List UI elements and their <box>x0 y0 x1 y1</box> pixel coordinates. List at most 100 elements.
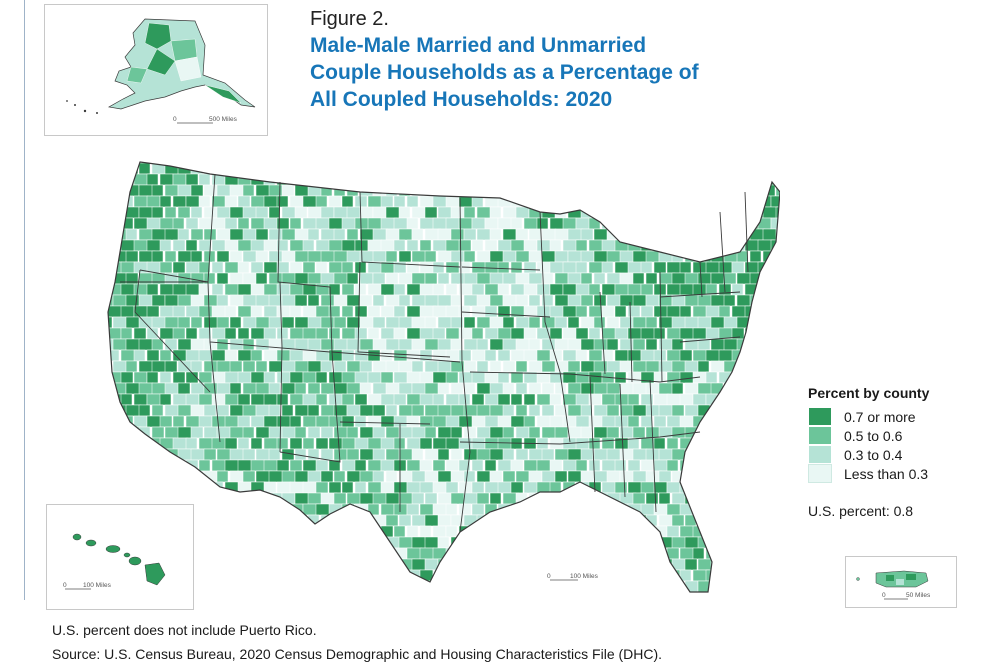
county-cell <box>112 492 130 505</box>
county-cell <box>346 558 361 571</box>
county-cell <box>775 184 780 197</box>
county-cell <box>554 492 572 505</box>
county-cell <box>419 173 433 186</box>
county-cell <box>276 459 290 472</box>
county-cell <box>203 558 218 571</box>
county-cell <box>198 415 213 428</box>
county-cell <box>237 525 250 538</box>
county-cell <box>484 217 499 230</box>
left-frame-line <box>24 0 25 600</box>
county-cell <box>632 426 646 439</box>
county-cell <box>614 173 631 186</box>
county-cell <box>645 316 658 329</box>
county-cell <box>684 228 697 241</box>
county-cell <box>580 580 594 592</box>
county-cell <box>112 448 130 461</box>
county-cell <box>243 603 258 614</box>
county-cell <box>575 525 588 538</box>
county-cell <box>216 470 229 483</box>
county-cell <box>177 382 191 395</box>
county-cell <box>125 228 138 241</box>
county-cell <box>437 514 452 527</box>
county-cell <box>268 492 283 505</box>
county-cell <box>320 316 335 329</box>
county-cell <box>536 162 550 164</box>
county-cell <box>108 426 113 439</box>
county-cell <box>333 338 349 351</box>
county-cell <box>489 338 504 351</box>
county-cell <box>333 492 347 505</box>
county-cell <box>445 591 462 592</box>
county-cell <box>255 536 272 549</box>
county-cell <box>762 162 776 175</box>
county-cell <box>146 371 159 384</box>
county-cell <box>744 591 757 592</box>
county-cell <box>762 294 779 307</box>
county-cell <box>601 283 616 296</box>
county-cell <box>575 162 593 164</box>
county-cell <box>601 327 617 340</box>
title-line-3: All Coupled Households: 2020 <box>310 88 613 111</box>
county-cell <box>593 536 607 549</box>
county-cell <box>112 470 130 483</box>
county-cell <box>710 404 724 417</box>
legend-swatch-lightest <box>808 464 832 483</box>
county-cell <box>757 371 772 384</box>
county-cell <box>354 173 369 186</box>
county-cell <box>515 448 529 461</box>
county-cell <box>679 371 695 384</box>
county-cell <box>679 349 693 362</box>
county-cell <box>723 338 739 351</box>
county-cell <box>216 382 232 395</box>
county-cell <box>744 305 760 318</box>
county-cell <box>757 437 774 450</box>
county-cell <box>510 503 523 516</box>
county-cell <box>549 327 563 340</box>
county-cell <box>762 382 775 395</box>
legend-swatch-dark <box>808 407 832 426</box>
county-cell <box>471 525 485 538</box>
county-cell <box>151 404 164 417</box>
county-cell <box>138 382 154 395</box>
county-cell <box>489 492 502 505</box>
county-cell <box>619 558 633 571</box>
county-cell <box>346 470 361 483</box>
county-cell <box>463 426 477 439</box>
county-cell <box>666 283 682 296</box>
county-cell <box>770 481 780 494</box>
county-cell <box>528 360 543 373</box>
county-cell <box>588 239 604 252</box>
county-cell <box>320 360 333 373</box>
county-cell <box>380 162 394 164</box>
county-cell <box>770 503 780 516</box>
county-cell <box>575 547 589 560</box>
county-cell <box>775 272 780 285</box>
county-cell <box>614 239 630 252</box>
county-cell <box>645 250 660 263</box>
county-cell <box>224 547 237 560</box>
county-cell <box>627 195 644 208</box>
county-cell <box>302 217 318 230</box>
county-cell <box>393 415 408 428</box>
county-cell <box>294 360 310 373</box>
county-cell <box>190 426 204 439</box>
county-cell <box>367 547 381 560</box>
county-cell <box>723 470 738 483</box>
county-cell <box>380 327 395 340</box>
county-cell <box>255 184 271 197</box>
county-cell <box>710 514 724 527</box>
county-cell <box>320 426 334 439</box>
county-cell <box>541 184 556 197</box>
county-cell <box>562 217 577 230</box>
county-cell <box>216 536 231 549</box>
county-cell <box>328 569 345 582</box>
county-cell <box>380 371 394 384</box>
county-cell <box>341 349 355 362</box>
county-cell <box>549 283 564 296</box>
county-cell <box>198 371 213 384</box>
county-cell <box>445 283 458 296</box>
county-cell <box>424 316 437 329</box>
county-cell <box>385 448 401 461</box>
county-cell <box>138 184 154 197</box>
county-cell <box>133 162 146 164</box>
